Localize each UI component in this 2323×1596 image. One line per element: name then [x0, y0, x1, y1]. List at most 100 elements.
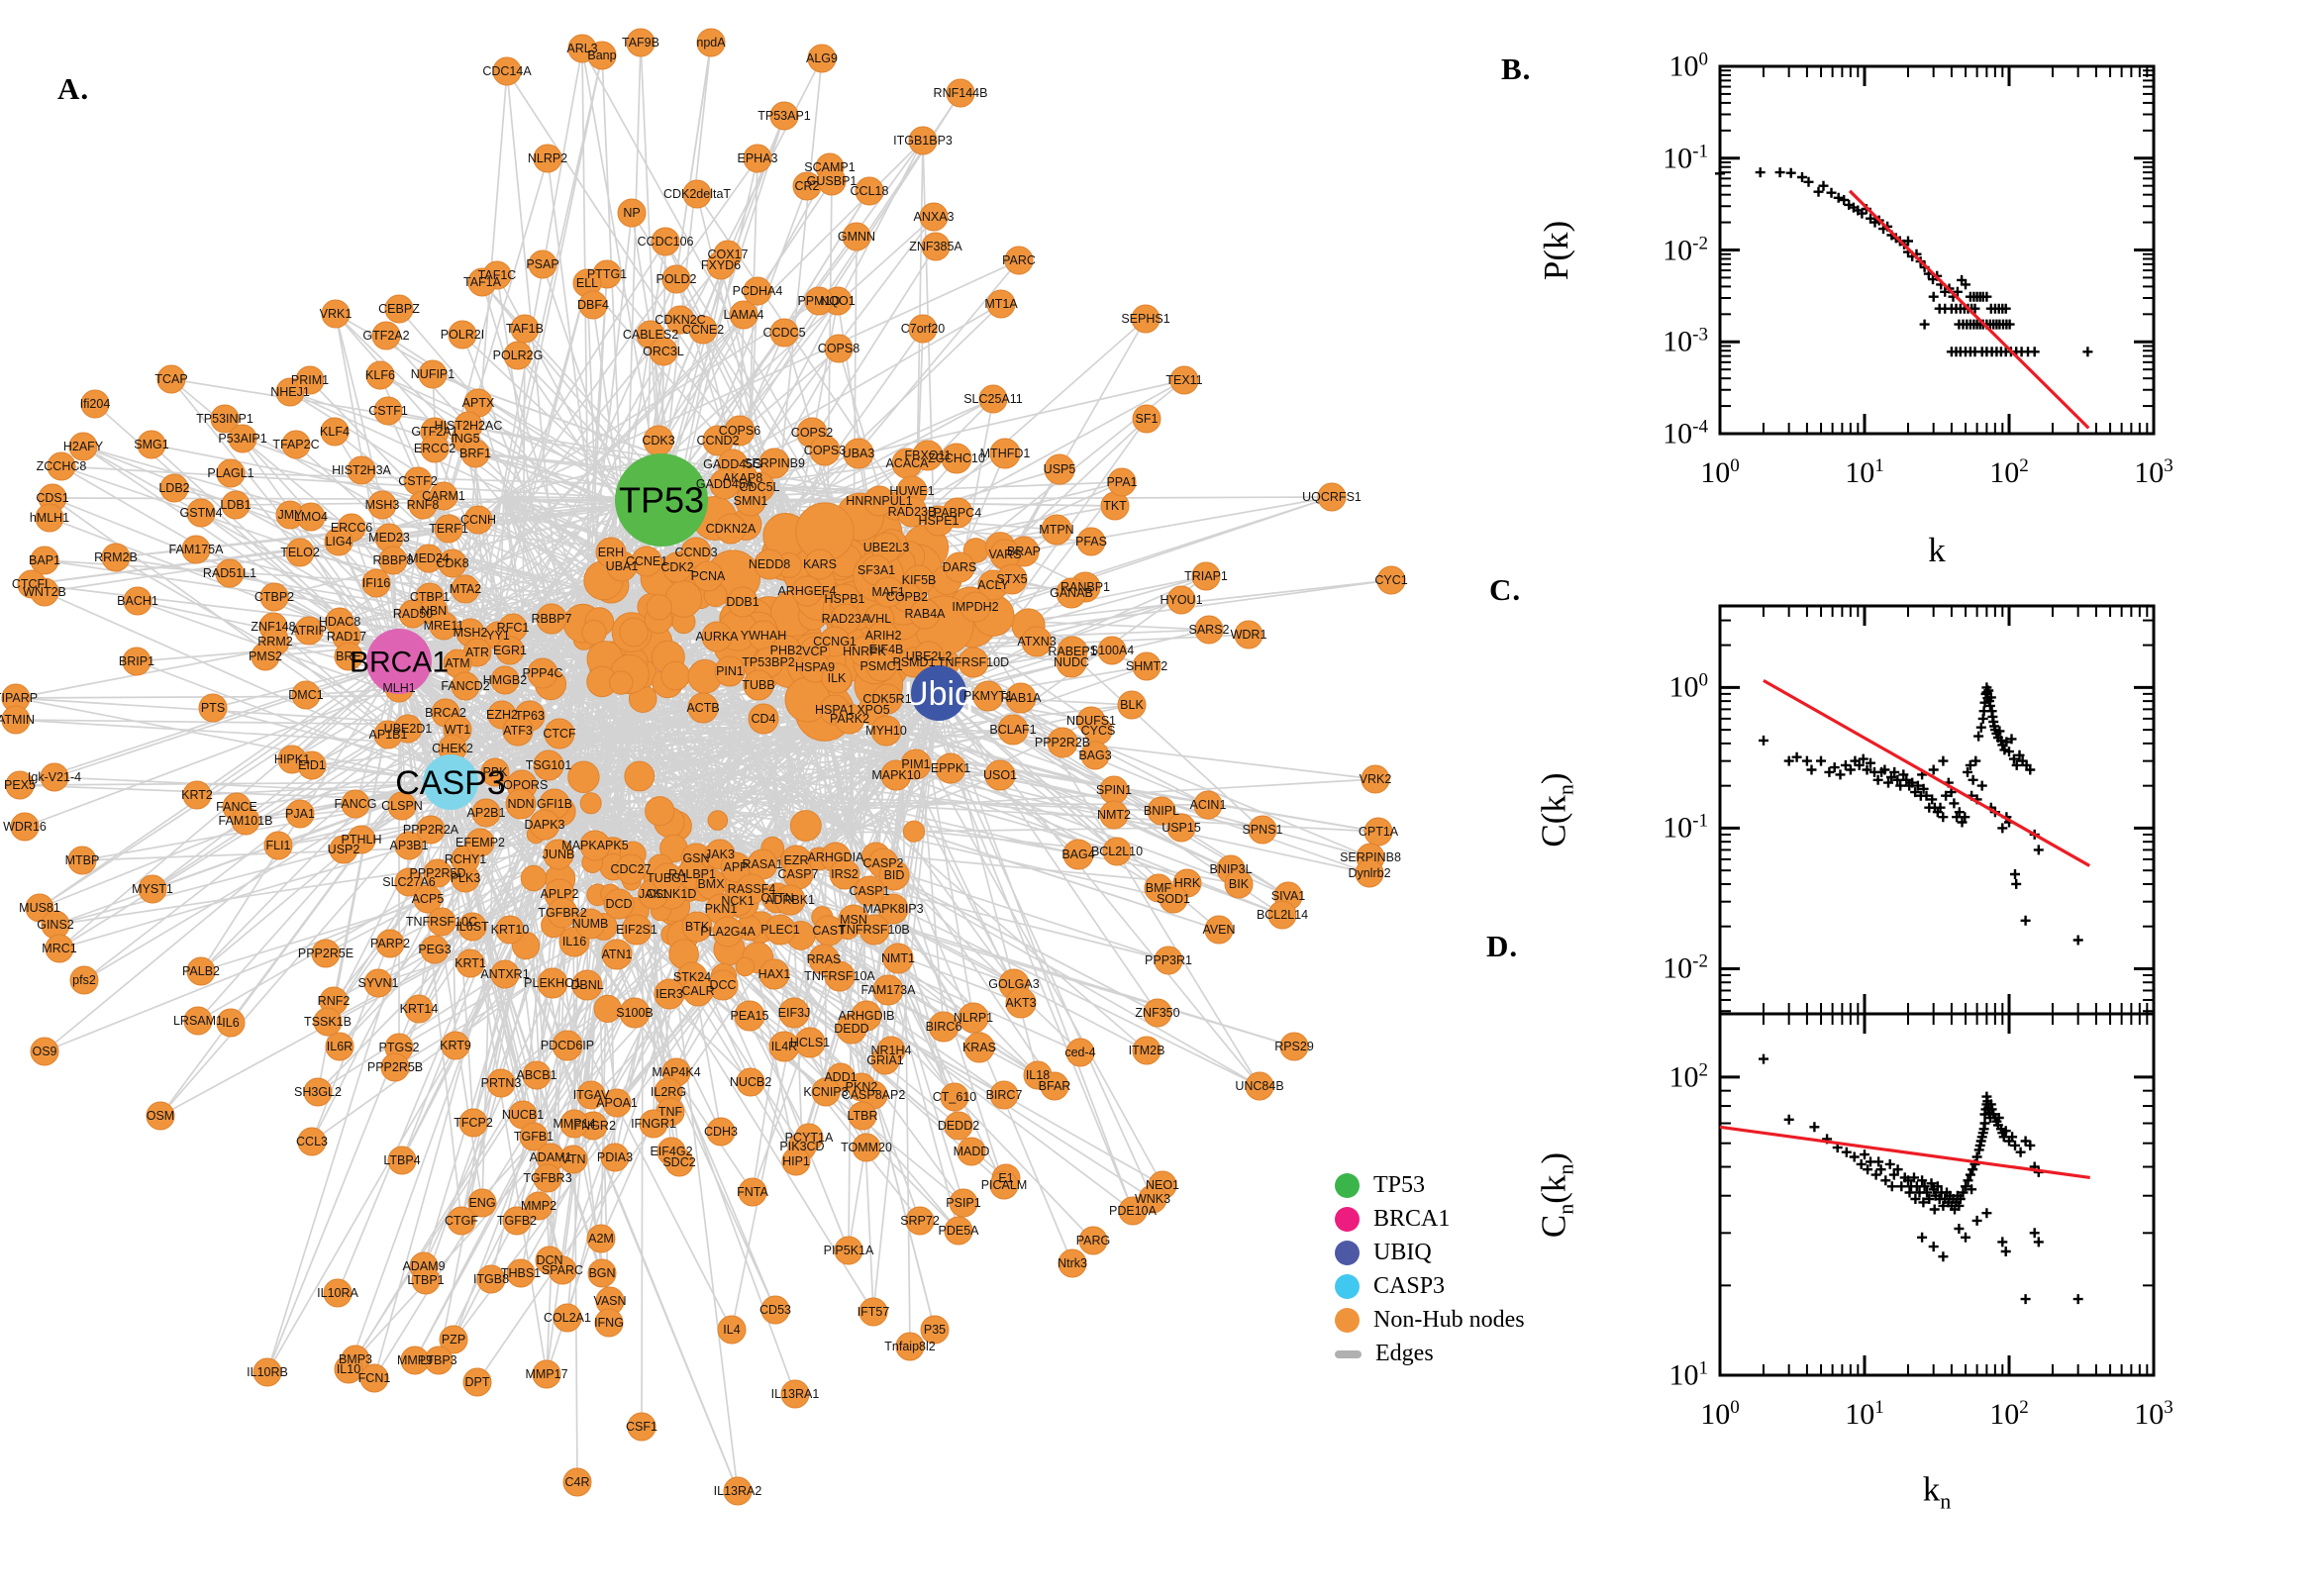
network-node[interactable] [824, 334, 854, 363]
hub-node-brca1[interactable] [366, 629, 432, 694]
network-node[interactable] [595, 537, 627, 568]
network-node[interactable] [1005, 987, 1037, 1019]
network-node[interactable] [811, 1077, 841, 1107]
network-node[interactable] [281, 430, 311, 459]
network-node[interactable] [1224, 869, 1254, 899]
network-node[interactable] [69, 965, 99, 995]
network-node[interactable] [1355, 858, 1384, 888]
network-node[interactable] [1159, 884, 1188, 914]
network-node[interactable] [882, 943, 914, 974]
network-node[interactable] [791, 575, 823, 607]
network-node[interactable] [692, 560, 724, 592]
network-node[interactable] [923, 505, 955, 537]
network-node[interactable] [1234, 620, 1263, 649]
network-node[interactable] [872, 576, 904, 608]
network-node[interactable] [1118, 1196, 1148, 1226]
network-node[interactable] [216, 458, 246, 488]
network-node[interactable] [420, 935, 450, 964]
network-node[interactable] [619, 997, 651, 1029]
network-node[interactable] [682, 179, 712, 209]
network-node[interactable] [600, 1143, 630, 1172]
network-node[interactable] [781, 1147, 811, 1176]
network-node[interactable] [986, 289, 1016, 319]
network-node[interactable] [960, 591, 991, 623]
network-node[interactable] [780, 1379, 810, 1409]
network-node[interactable] [495, 636, 525, 665]
network-node[interactable] [378, 546, 408, 575]
network-node[interactable] [1040, 1071, 1069, 1101]
network-node[interactable] [5, 770, 35, 800]
network-node[interactable] [984, 759, 1016, 791]
network-node[interactable] [836, 1013, 867, 1045]
network-node[interactable] [537, 967, 568, 999]
network-node[interactable] [462, 1367, 492, 1397]
network-node[interactable] [547, 897, 578, 929]
network-node[interactable] [921, 232, 951, 261]
network-node[interactable] [834, 703, 865, 735]
network-node[interactable] [533, 144, 562, 173]
network-node[interactable] [311, 939, 341, 968]
network-node[interactable] [532, 1359, 561, 1389]
network-node[interactable] [434, 514, 463, 544]
network-node[interactable] [870, 1046, 900, 1075]
network-node[interactable] [754, 549, 785, 580]
network-node[interactable] [727, 586, 758, 618]
network-node[interactable] [156, 364, 186, 394]
network-node[interactable] [30, 1037, 59, 1066]
network-node[interactable] [480, 757, 510, 787]
network-node[interactable] [978, 384, 1008, 414]
network-node[interactable] [448, 320, 477, 349]
network-node[interactable] [946, 78, 975, 108]
network-node[interactable] [297, 750, 327, 780]
network-node[interactable] [1204, 915, 1234, 945]
network-node[interactable] [769, 318, 799, 348]
network-node[interactable] [522, 1060, 552, 1090]
network-node[interactable] [404, 994, 434, 1024]
network-node[interactable] [865, 650, 897, 682]
network-node[interactable] [30, 546, 59, 575]
network-node[interactable] [661, 264, 691, 294]
network-node[interactable] [259, 582, 289, 612]
network-node[interactable] [809, 435, 841, 466]
network-node[interactable] [423, 858, 453, 888]
network-node[interactable] [123, 586, 152, 616]
network-node[interactable] [457, 912, 487, 942]
network-node[interactable] [944, 1111, 973, 1141]
network-node[interactable] [576, 1080, 606, 1110]
network-node[interactable] [334, 1354, 363, 1384]
network-node[interactable] [47, 451, 76, 481]
network-node[interactable] [460, 439, 490, 468]
network-node[interactable] [1132, 404, 1162, 434]
network-node[interactable] [221, 490, 251, 520]
network-node[interactable] [1047, 727, 1078, 758]
network-node[interactable] [263, 831, 293, 860]
network-node[interactable] [359, 1363, 389, 1393]
network-node[interactable] [958, 647, 989, 678]
network-node[interactable] [1279, 1032, 1309, 1061]
network-node[interactable] [465, 828, 495, 857]
network-node[interactable] [748, 703, 779, 735]
network-node[interactable] [626, 28, 656, 57]
network-node[interactable] [639, 1109, 668, 1139]
network-node[interactable] [989, 1170, 1019, 1200]
network-node[interactable] [774, 884, 806, 916]
network-node[interactable] [1, 705, 31, 735]
network-node[interactable] [476, 1264, 506, 1294]
network-node[interactable] [365, 360, 395, 390]
network-node[interactable] [855, 176, 884, 206]
network-node[interactable] [1248, 815, 1277, 845]
network-node[interactable] [429, 611, 458, 641]
network-node[interactable] [137, 430, 166, 459]
network-node[interactable] [186, 956, 216, 986]
network-node[interactable] [858, 914, 890, 946]
network-node[interactable] [863, 485, 895, 517]
network-node[interactable] [1044, 453, 1075, 485]
network-node[interactable] [486, 1068, 516, 1098]
network-node[interactable] [562, 1467, 592, 1497]
network-node[interactable] [758, 448, 790, 479]
network-node[interactable] [341, 789, 370, 819]
network-node[interactable] [285, 538, 315, 567]
network-node[interactable] [347, 825, 376, 854]
network-node[interactable] [503, 341, 533, 370]
network-node[interactable] [295, 365, 325, 395]
